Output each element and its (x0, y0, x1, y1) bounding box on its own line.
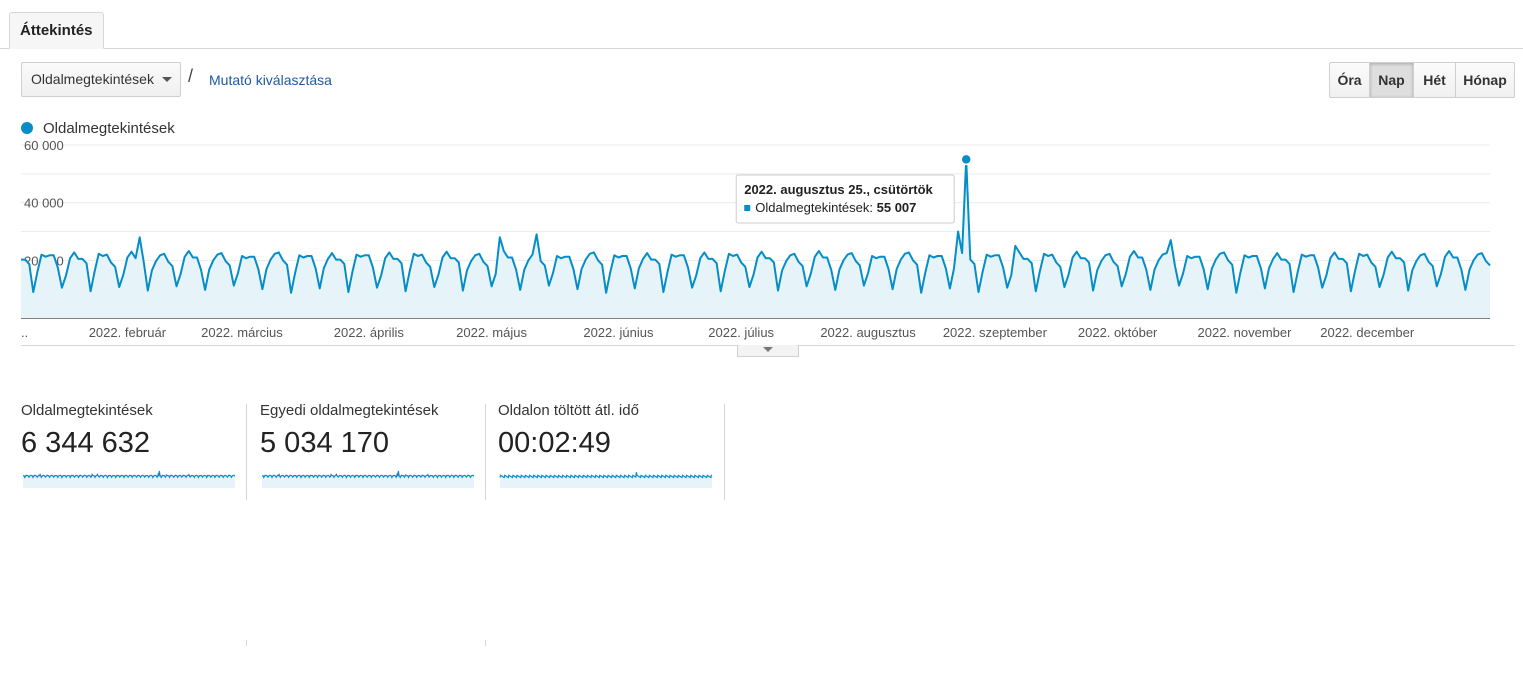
sparkline-line (262, 470, 475, 479)
granularity-button-group: Óra Nap Hét Hónap (1329, 62, 1515, 98)
granularity-day-button[interactable]: Nap (1369, 62, 1414, 98)
y-tick-label: 60 000 (24, 138, 64, 153)
scorecard-title: Oldalmegtekintések (21, 402, 153, 419)
sparkline-line (23, 470, 236, 479)
x-tick-label: 2022. augusztus (820, 325, 916, 340)
x-tick-label: 2022. február (89, 325, 167, 340)
scorecard-divider (485, 404, 486, 500)
series-area (21, 159, 1490, 318)
scorecard-divider (246, 404, 247, 500)
sparkline (262, 470, 475, 488)
scorecard-title: Egyedi oldalmegtekintések (260, 402, 439, 419)
tooltip-value: 55 007 (877, 200, 917, 215)
sparkline-area (500, 472, 712, 488)
legend-dot-icon (21, 122, 33, 134)
scorecard-title: Oldalon töltött átl. idő (498, 402, 639, 419)
scorecard-divider (485, 640, 486, 646)
sparkline-line (499, 472, 713, 479)
sparkline (23, 470, 236, 488)
scorecard-unique-pageviews[interactable]: Egyedi oldalmegtekintések 5 034 170 (260, 402, 485, 499)
x-tick-label: 2022. május (456, 325, 527, 340)
select-metric-link[interactable]: Mutató kiválasztása (209, 72, 332, 88)
scorecard-avg-time-on-page[interactable]: Oldalon töltött átl. idő 00:02:49 (498, 402, 723, 499)
tooltip-series-marker (744, 205, 751, 211)
x-tick-label: 2022. november (1198, 325, 1293, 340)
x-tick-label: 2022. október (1078, 325, 1158, 340)
legend-label: Oldalmegtekintések (43, 120, 175, 137)
chevron-down-icon (162, 77, 172, 82)
x-tick-label: 2022. szeptember (943, 325, 1048, 340)
tooltip-date: 2022. augusztus 25., csütörtök (744, 182, 933, 197)
scorecard-value: 00:02:49 (498, 427, 611, 459)
granularity-week-button[interactable]: Hét (1413, 62, 1456, 98)
x-tick-label: 2022. március (201, 325, 283, 340)
tab-overview[interactable]: Áttekintés (9, 12, 104, 49)
chart-legend: Oldalmegtekintések (21, 120, 175, 137)
tooltip-series-label: Oldalmegtekintések: 55 007 (755, 200, 916, 215)
granularity-hour-button[interactable]: Óra (1329, 62, 1370, 98)
tab-bar: Áttekintés (0, 0, 1523, 49)
scorecard-value: 5 034 170 (260, 427, 390, 459)
series-line (21, 158, 1491, 294)
scorecard-divider (246, 640, 247, 646)
x-tick-label: 2022. július (708, 325, 774, 340)
chart-collapse-button[interactable] (737, 345, 799, 357)
x-tick-label: 2022. április (334, 325, 405, 340)
x-tick-label: .. (21, 325, 28, 340)
highlighted-point (960, 153, 972, 166)
x-tick-label: 2022. december (1320, 325, 1415, 340)
x-tick-label: 2022. június (583, 325, 654, 340)
scorecard-divider (724, 404, 725, 500)
y-tick-label: 40 000 (24, 196, 64, 211)
scorecard-value: 6 344 632 (21, 427, 151, 459)
sparkline-area (262, 471, 474, 488)
metric-dropdown-label: Oldalmegtekintések (31, 71, 154, 87)
metric-separator: / (188, 66, 194, 86)
granularity-month-button[interactable]: Hónap (1455, 62, 1515, 98)
chart-tooltip (735, 174, 955, 224)
sparkline-area (23, 471, 235, 488)
scorecard-pageviews[interactable]: Oldalmegtekintések 6 344 632 (21, 402, 246, 499)
chevron-down-icon (763, 347, 773, 352)
sparkline (499, 472, 713, 488)
metric-dropdown[interactable]: Oldalmegtekintések (21, 62, 181, 97)
